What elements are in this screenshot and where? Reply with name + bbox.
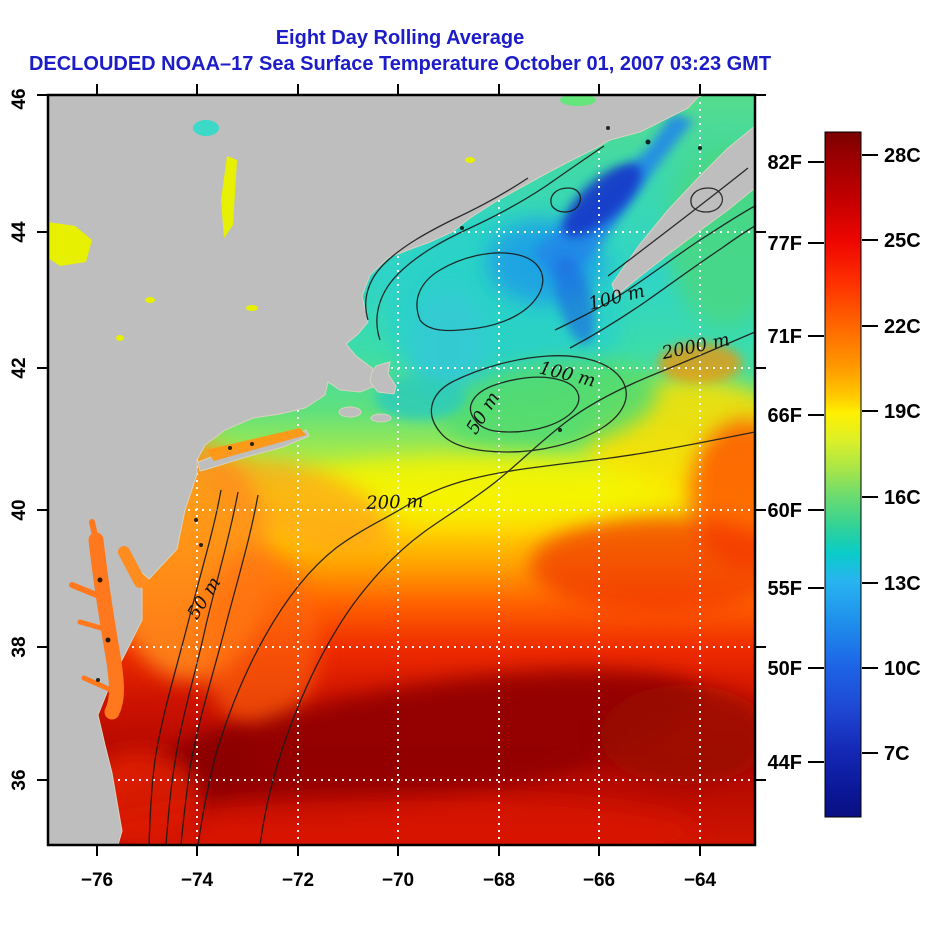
lake-ontario — [48, 222, 92, 266]
x-tick-label: −70 — [382, 870, 414, 891]
colorbar-celsius-labels: 28C 25C 22C 19C 16C 13C 10C 7C — [884, 145, 921, 765]
bays-and-lakes — [48, 95, 596, 720]
y-tick-label: 44 — [9, 221, 30, 243]
marthas-vineyard — [338, 406, 362, 418]
figure-title-line2: DECLOUDED NOAA–17 Sea Surface Temperatur… — [29, 53, 771, 75]
bay-of-fundy-cold-water — [532, 114, 694, 344]
x-tick-label: −64 — [684, 870, 717, 891]
y-tick-label: 36 — [9, 769, 30, 790]
f-label: 44F — [768, 752, 802, 774]
depth-contour-lines — [148, 145, 755, 845]
axis-tick-marks — [37, 84, 766, 856]
x-tick-label: −72 — [282, 870, 314, 891]
c-label: 22C — [884, 316, 921, 338]
colorbar-tick-marks — [808, 154, 878, 763]
nantucket-island — [370, 413, 392, 423]
map-plot-area: 100 m 2000 m 100 m 50 m 200 m 50 m — [48, 95, 755, 845]
c-label: 19C — [884, 401, 921, 423]
f-label: 82F — [768, 152, 802, 174]
coastal-inlet — [560, 95, 596, 106]
f-label: 71F — [768, 326, 802, 348]
lake-champlain — [221, 156, 237, 238]
y-tick-label: 38 — [9, 636, 30, 657]
y-tick-label: 42 — [9, 357, 30, 378]
c-label: 10C — [884, 658, 921, 680]
long-island-sound-water — [206, 428, 306, 461]
f-label: 50F — [768, 658, 802, 680]
f-label: 55F — [768, 578, 802, 600]
c-label: 7C — [884, 743, 910, 765]
y-tick-label: 46 — [9, 88, 30, 109]
figure-title-line1: Eight Day Rolling Average — [276, 27, 525, 49]
x-tick-label: −74 — [181, 870, 214, 891]
c-label: 25C — [884, 230, 921, 252]
y-tick-label: 40 — [9, 499, 30, 520]
nova-scotia-landmass — [611, 125, 755, 297]
f-label: 77F — [768, 233, 802, 255]
colorbar-fahrenheit-labels: 82F 77F 71F 66F 60F 55F 50F 44F — [768, 152, 802, 774]
cloud-mask-specks — [96, 126, 702, 682]
c-label: 28C — [884, 145, 921, 167]
x-tick-label: −76 — [81, 870, 113, 891]
x-axis-longitude-labels: −76 −74 −72 −70 −68 −66 −64 — [81, 870, 717, 891]
chesapeake-bay-water — [88, 532, 124, 720]
c-label: 16C — [884, 487, 921, 509]
contour-label-200m: 200 m — [365, 491, 424, 514]
c-label: 13C — [884, 573, 921, 595]
small-lake — [193, 120, 219, 136]
temperature-colorbar: 82F 77F 71F 66F 60F 55F 50F 44F 28C 25C … — [768, 131, 921, 818]
f-label: 66F — [768, 405, 802, 427]
y-axis-latitude-labels: 46 44 42 40 38 36 — [9, 88, 30, 790]
map-border — [46, 93, 757, 847]
mainland-landmass — [48, 95, 701, 845]
delaware-bay-water — [118, 546, 146, 588]
cape-cod — [369, 361, 397, 395]
x-tick-label: −68 — [483, 870, 515, 891]
f-label: 60F — [768, 500, 802, 522]
x-tick-label: −66 — [583, 870, 615, 891]
colorbar-gradient — [824, 131, 862, 818]
